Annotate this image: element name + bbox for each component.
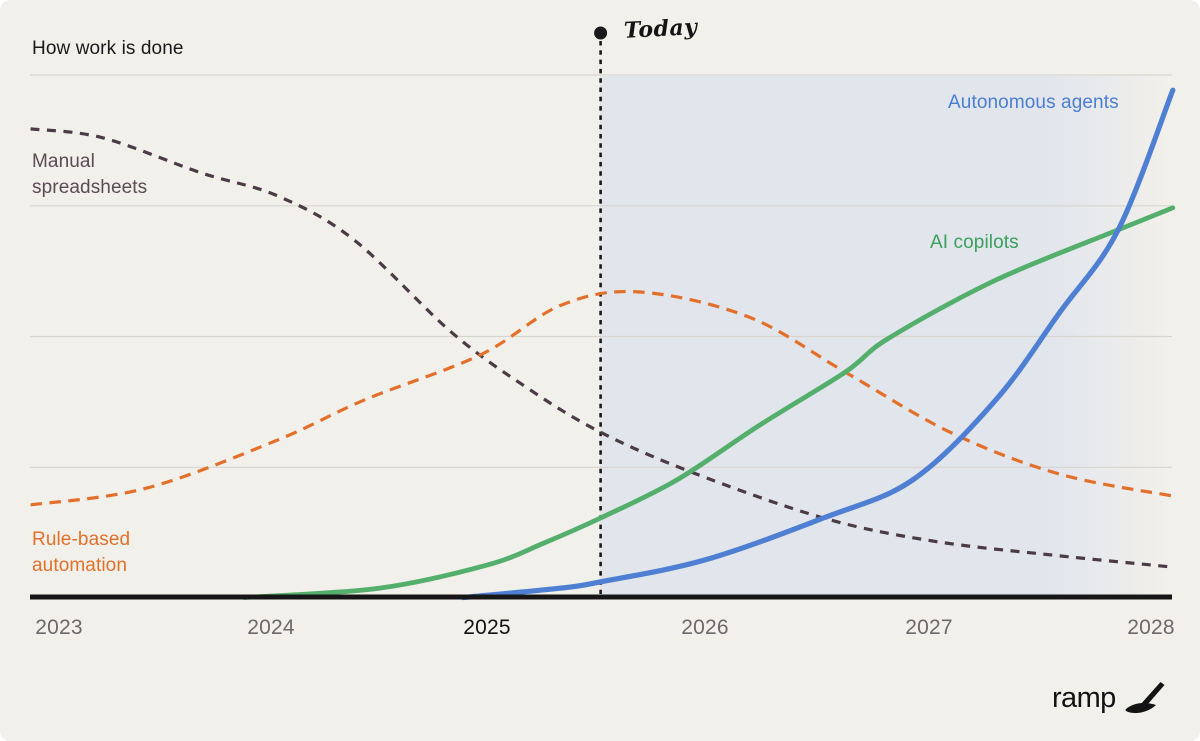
today-annotation: Today bbox=[623, 14, 699, 44]
chart-title: How work is done bbox=[32, 38, 184, 59]
ramp-logo-icon bbox=[1125, 682, 1165, 714]
x-tick-2028: 2028 bbox=[1127, 616, 1175, 639]
ramp-logo: ramp bbox=[1052, 682, 1165, 714]
x-tick-2027: 2027 bbox=[905, 616, 953, 639]
series-label-manual-spreadsheets: Manual spreadsheets bbox=[32, 151, 148, 198]
x-tick-2023: 2023 bbox=[35, 616, 83, 639]
x-tick-2024: 2024 bbox=[247, 616, 295, 639]
series-label-autonomous-agents: Autonomous agents bbox=[948, 92, 1119, 113]
series-label-ai-copilots: AI copilots bbox=[930, 232, 1019, 253]
series-label-rule-based-automation: Rule-based automation bbox=[32, 529, 131, 576]
ramp-wordmark: ramp bbox=[1052, 682, 1116, 714]
x-tick-2025: 2025 bbox=[463, 616, 511, 639]
x-tick-2026: 2026 bbox=[681, 616, 729, 639]
projection-shaded-region bbox=[600, 76, 1172, 595]
